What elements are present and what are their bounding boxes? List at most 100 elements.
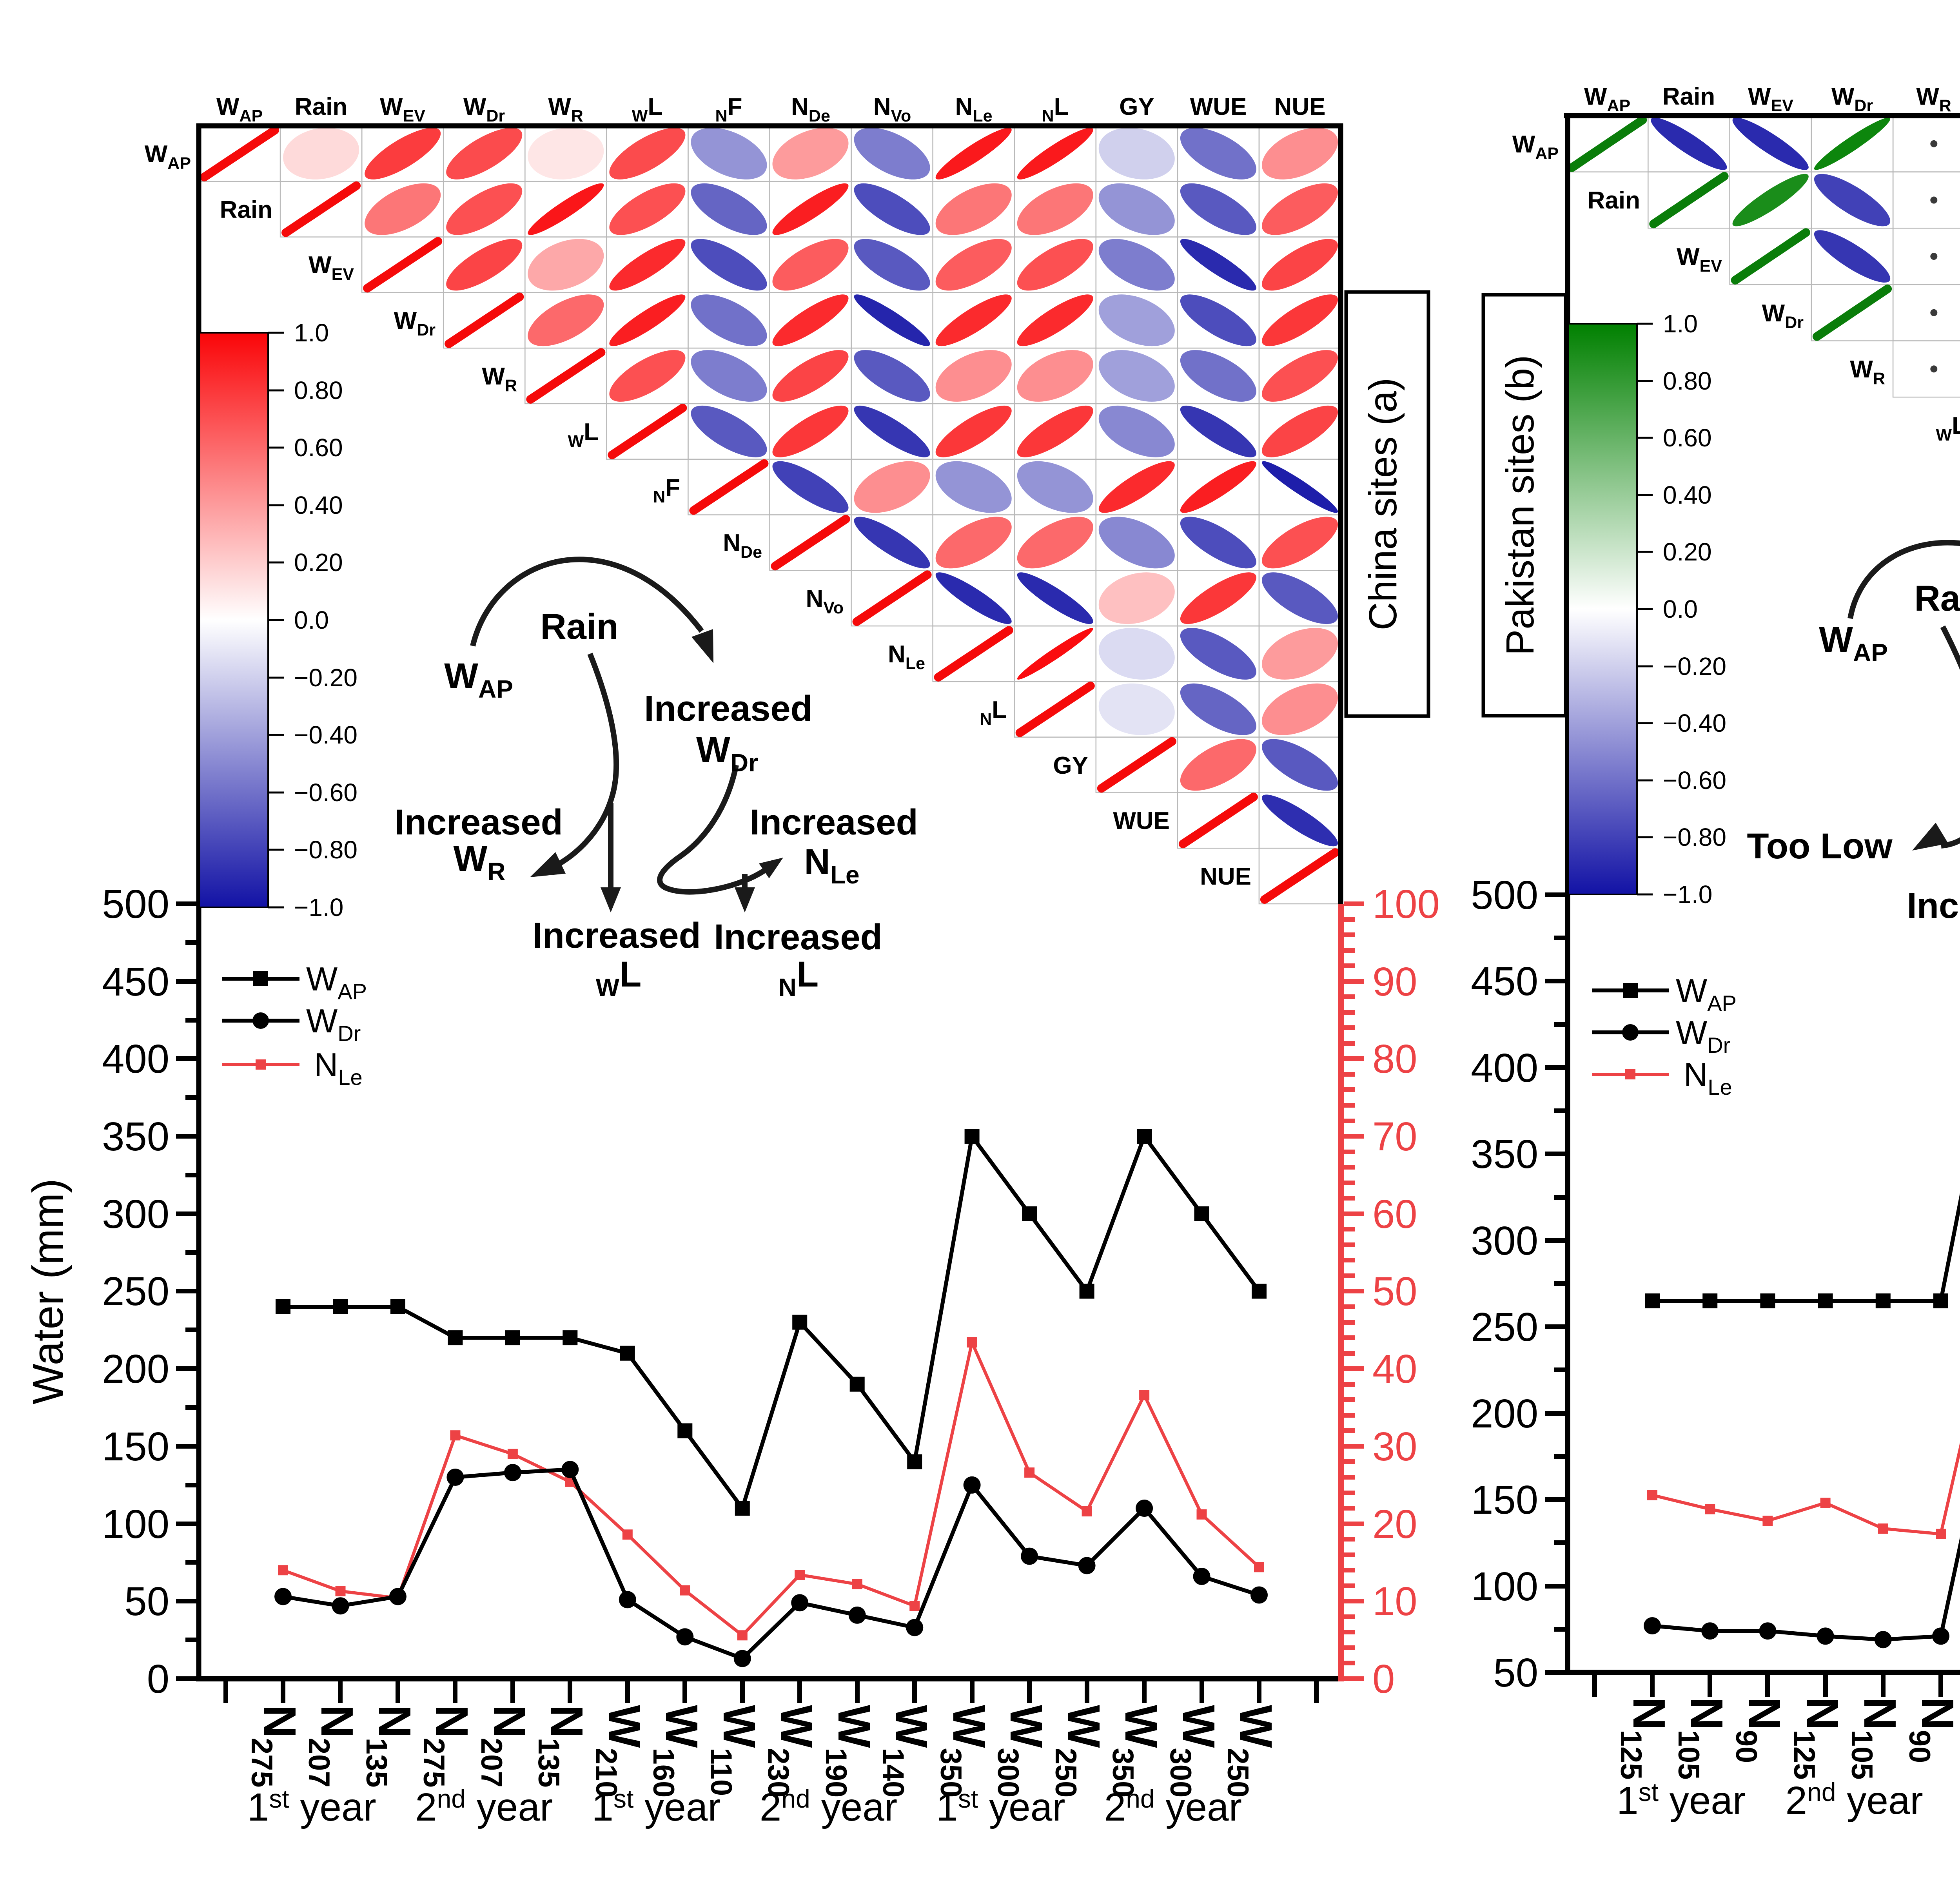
svg-text:−0.80: −0.80 [294, 836, 358, 864]
svg-text:1.0: 1.0 [294, 319, 329, 347]
svg-text:200: 200 [102, 1346, 169, 1391]
svg-text:−0.60: −0.60 [1663, 766, 1726, 794]
svg-text:150: 150 [1471, 1477, 1538, 1522]
svg-text:WDr: WDr [463, 93, 505, 125]
svg-text:WAP: WAP [1512, 131, 1559, 163]
svg-text:100: 100 [1471, 1564, 1538, 1609]
svg-text:NF: NF [653, 474, 680, 506]
svg-text:WAP: WAP [1819, 620, 1888, 667]
svg-text:20: 20 [1372, 1502, 1417, 1547]
svg-text:0.40: 0.40 [294, 491, 343, 519]
svg-text:40: 40 [1372, 1346, 1417, 1391]
svg-text:GY: GY [1053, 752, 1088, 779]
svg-text:1.0: 1.0 [1663, 310, 1698, 338]
svg-text:Rain: Rain [1914, 579, 1960, 618]
svg-text:0.0: 0.0 [294, 606, 329, 634]
svg-text:WL: WL [632, 93, 662, 125]
svg-text:300: 300 [1471, 1218, 1538, 1263]
svg-text:Increased: Increased [1907, 886, 1960, 926]
svg-text:Increased: Increased [532, 916, 701, 956]
svg-text:WR: WR [548, 93, 583, 125]
svg-text:150: 150 [102, 1424, 169, 1469]
svg-text:N135: N135 [532, 1705, 592, 1788]
svg-text:500: 500 [1471, 872, 1538, 918]
svg-text:NLe: NLe [314, 1046, 363, 1090]
svg-text:1st year: 1st year [247, 1784, 376, 1829]
svg-text:Too Low: Too Low [1747, 826, 1893, 866]
svg-text:WR: WR [1850, 356, 1885, 388]
svg-text:10: 10 [1372, 1579, 1417, 1624]
svg-text:100: 100 [1372, 881, 1440, 927]
svg-text:2nd year: 2nd year [1104, 1784, 1242, 1829]
svg-text:NLe: NLe [1684, 1056, 1732, 1099]
svg-text:WDr: WDr [1676, 1014, 1730, 1057]
svg-text:NL: NL [779, 954, 818, 1001]
svg-text:90: 90 [1372, 959, 1417, 1004]
svg-text:Rain: Rain [220, 196, 272, 223]
svg-text:NVo: NVo [873, 93, 911, 125]
svg-text:50: 50 [124, 1579, 169, 1624]
svg-text:NDe: NDe [723, 530, 762, 562]
svg-text:50: 50 [1372, 1269, 1417, 1314]
svg-text:WAP: WAP [1676, 972, 1737, 1016]
svg-text:60: 60 [1372, 1192, 1417, 1237]
svg-text:W160: W160 [647, 1705, 707, 1797]
svg-text:Increased: Increased [750, 802, 918, 842]
svg-text:1st year: 1st year [936, 1784, 1065, 1829]
svg-text:0.20: 0.20 [294, 548, 343, 577]
svg-text:W110: W110 [704, 1705, 765, 1796]
svg-text:WR: WR [482, 363, 517, 395]
svg-text:Rain: Rain [1662, 83, 1715, 110]
svg-text:−0.40: −0.40 [1663, 709, 1726, 737]
svg-text:0.60: 0.60 [294, 433, 343, 462]
svg-text:NUE: NUE [1200, 863, 1251, 890]
svg-text:100: 100 [102, 1502, 169, 1547]
svg-text:30: 30 [1372, 1424, 1417, 1469]
svg-text:0.80: 0.80 [1663, 367, 1712, 395]
svg-text:GY: GY [1119, 93, 1154, 120]
svg-text:−1.0: −1.0 [1663, 880, 1712, 909]
svg-text:450: 450 [1471, 959, 1538, 1004]
svg-text:WAP: WAP [306, 961, 367, 1004]
svg-text:WR: WR [1916, 83, 1951, 115]
svg-text:−0.20: −0.20 [294, 664, 358, 692]
svg-text:NLe: NLe [888, 641, 925, 673]
svg-text:−0.80: −0.80 [1663, 823, 1726, 851]
svg-text:250: 250 [102, 1269, 169, 1314]
svg-text:NVo: NVo [806, 585, 844, 617]
svg-text:China sites (a): China sites (a) [1361, 378, 1405, 631]
svg-text:1st year: 1st year [1617, 1777, 1746, 1823]
svg-text:WEV: WEV [1748, 83, 1793, 115]
svg-text:NLe: NLe [804, 842, 859, 889]
svg-text:2nd year: 2nd year [415, 1784, 553, 1829]
svg-text:NF: NF [715, 93, 742, 125]
svg-text:WAP: WAP [444, 656, 513, 703]
svg-text:300: 300 [102, 1192, 169, 1237]
svg-text:WL: WL [596, 954, 642, 1001]
svg-text:0: 0 [1372, 1656, 1395, 1701]
svg-text:WL: WL [1936, 412, 1960, 444]
svg-text:WDr: WDr [1762, 300, 1804, 332]
svg-text:NUE: NUE [1274, 93, 1326, 120]
svg-text:WUE: WUE [1113, 807, 1170, 834]
svg-text:1st year: 1st year [592, 1784, 720, 1829]
svg-text:Increased: Increased [714, 917, 882, 957]
svg-text:2nd year: 2nd year [760, 1784, 897, 1829]
svg-text:WAP: WAP [145, 141, 191, 173]
svg-text:400: 400 [102, 1036, 169, 1081]
svg-text:2nd year: 2nd year [1786, 1777, 1923, 1823]
svg-text:350: 350 [102, 1114, 169, 1159]
svg-text:WAP: WAP [216, 93, 263, 125]
svg-text:Rain: Rain [295, 93, 347, 120]
svg-text:70: 70 [1372, 1114, 1417, 1159]
svg-text:WUE: WUE [1190, 93, 1247, 120]
svg-text:350: 350 [1471, 1132, 1538, 1177]
svg-text:NL: NL [1042, 93, 1069, 125]
svg-text:50: 50 [1493, 1650, 1538, 1695]
svg-text:WDr: WDr [1831, 83, 1873, 115]
svg-text:Pakistan sites (b): Pakistan sites (b) [1498, 355, 1542, 656]
svg-text:NDe: NDe [791, 93, 830, 125]
svg-text:450: 450 [102, 959, 169, 1004]
svg-text:−0.20: −0.20 [1663, 652, 1726, 680]
svg-text:250: 250 [1471, 1304, 1538, 1349]
